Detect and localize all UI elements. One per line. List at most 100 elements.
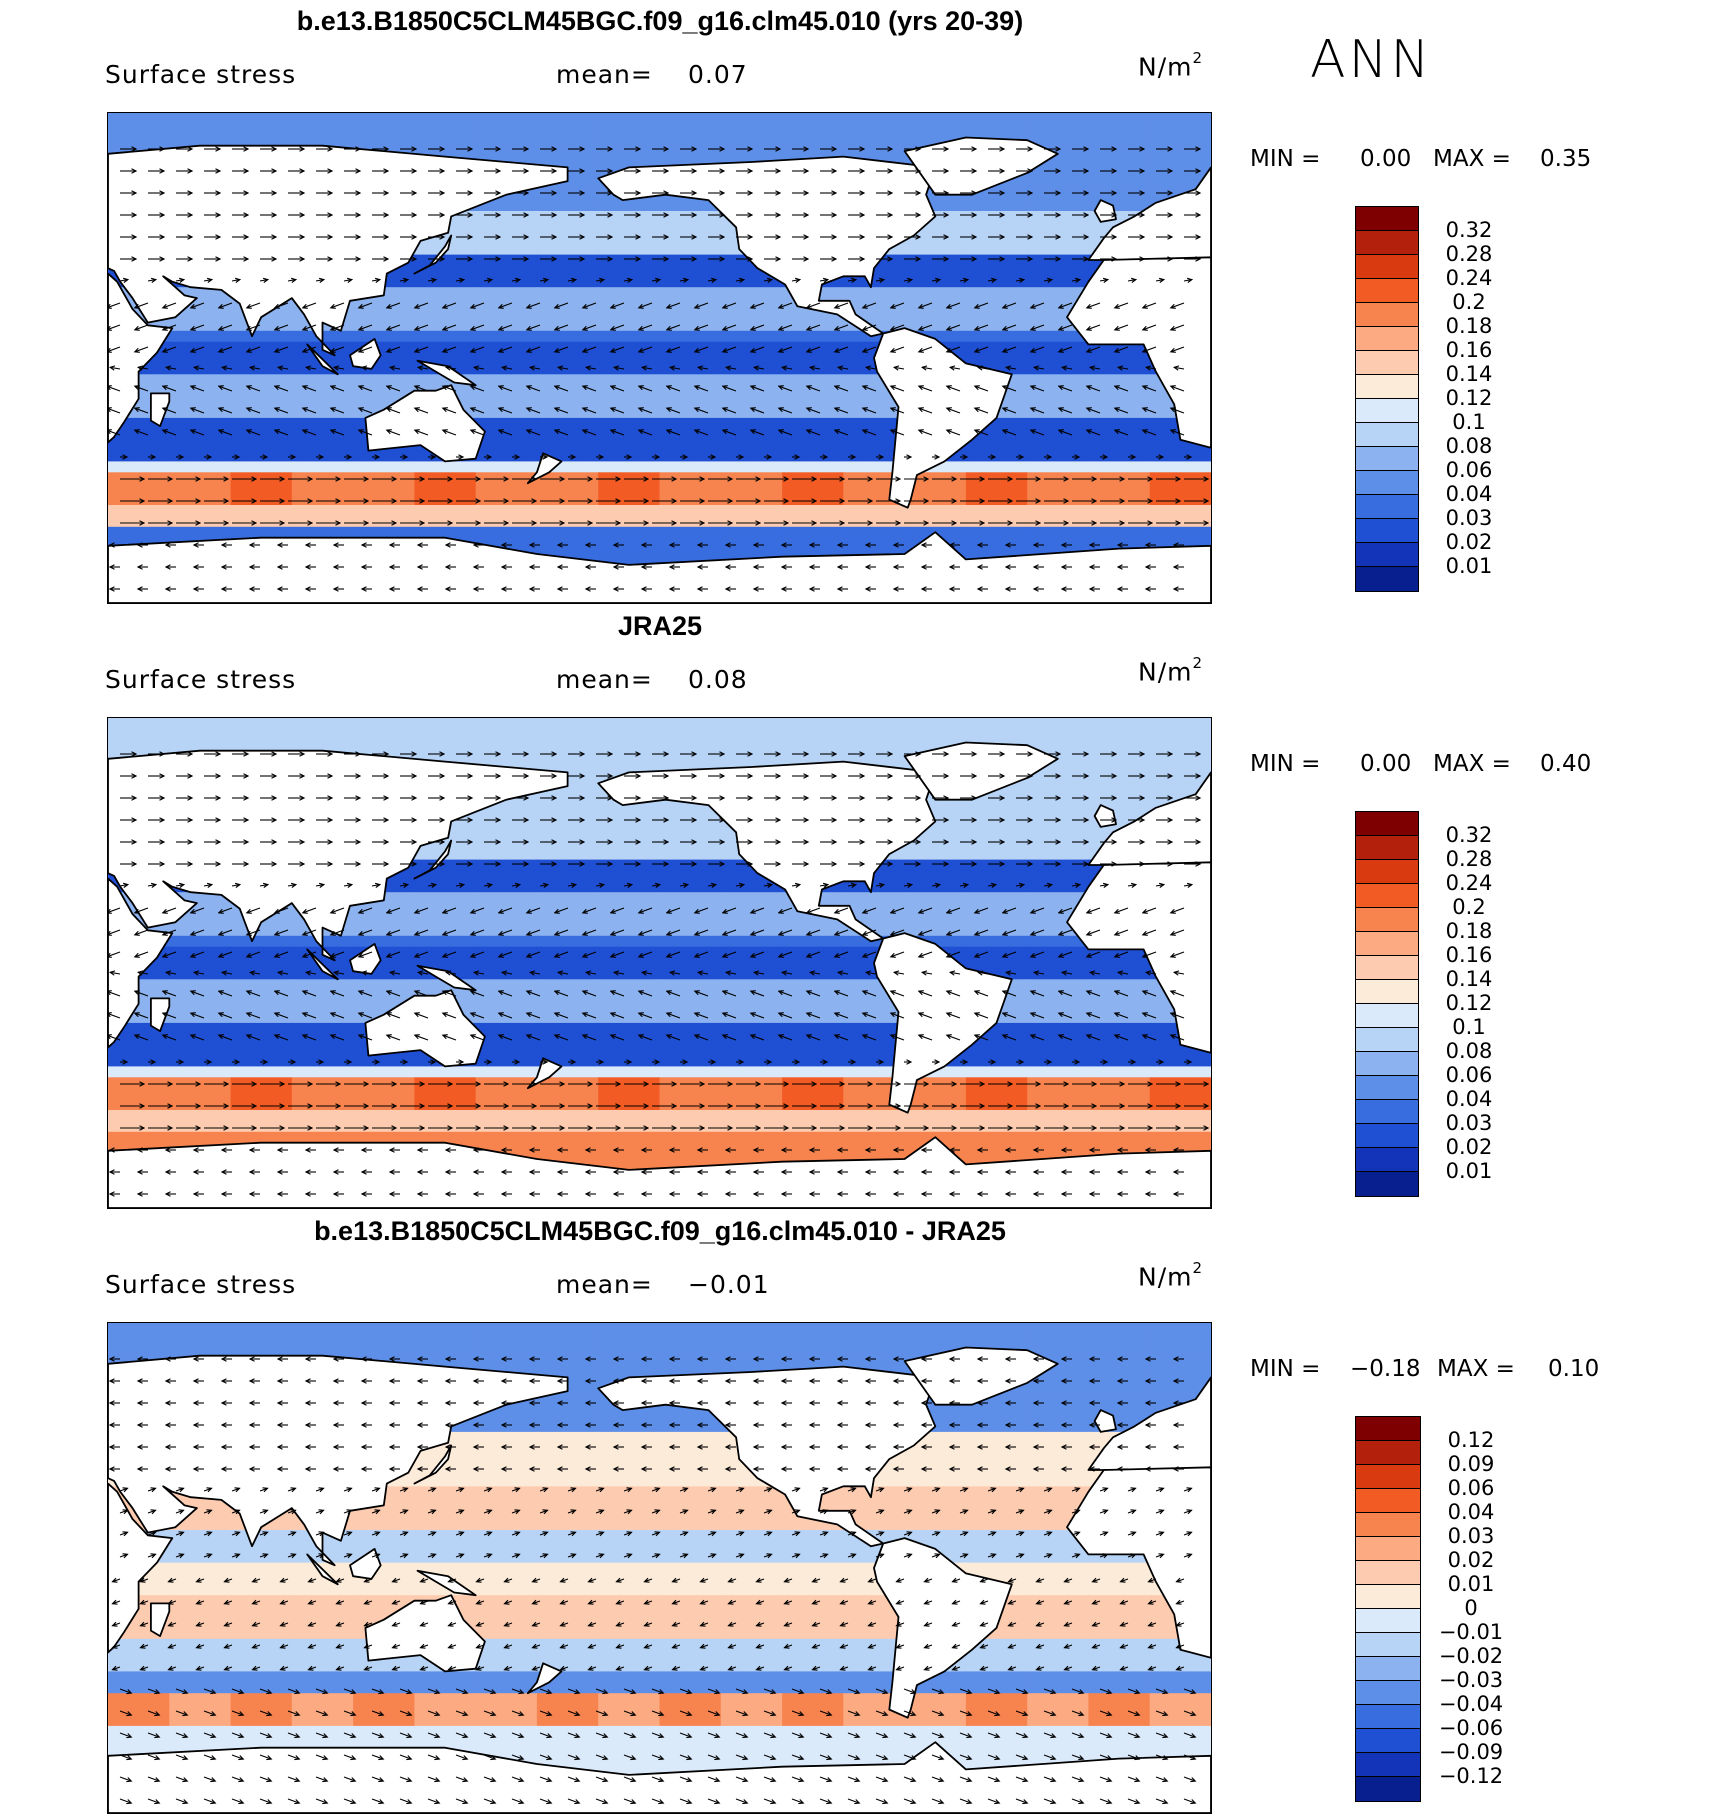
stress-vector-head xyxy=(290,277,298,283)
stress-vector-head xyxy=(1169,303,1176,309)
stress-vector-head xyxy=(243,751,250,757)
stress-vector-head xyxy=(607,861,614,867)
stress-vector-head xyxy=(217,407,224,413)
field-cell xyxy=(598,319,661,332)
field-cell xyxy=(414,515,477,528)
field-cell xyxy=(353,1110,415,1122)
stress-vector-head xyxy=(1085,429,1092,435)
stress-vector-head xyxy=(747,795,754,801)
stress-vector-head xyxy=(581,325,588,331)
stress-vector-head xyxy=(161,1012,168,1018)
stress-vector-head xyxy=(1083,751,1090,757)
stress-vector-head xyxy=(551,751,558,757)
stress-vector-head xyxy=(948,564,955,570)
field-cell xyxy=(353,1099,415,1111)
stress-vector xyxy=(134,346,149,353)
stress-vector-head xyxy=(579,795,586,801)
stress-vector xyxy=(302,1034,317,1041)
coastline-newguinea xyxy=(416,359,477,387)
stress-vector-head xyxy=(1007,1081,1014,1087)
stress-vector-head xyxy=(1167,256,1174,262)
stress-vector-head xyxy=(357,303,364,309)
field-cell xyxy=(720,728,783,741)
stress-vector-head xyxy=(514,882,522,888)
stress-vector-head xyxy=(1195,234,1202,240)
stress-vector xyxy=(386,1034,401,1041)
field-cell xyxy=(965,892,1028,904)
stress-vector-head xyxy=(1027,751,1034,757)
field-cell xyxy=(965,1077,1028,1089)
stress-vector-head xyxy=(850,882,858,888)
stress-vector xyxy=(274,1034,289,1041)
field-cell xyxy=(843,881,906,893)
stress-vector-head xyxy=(497,325,504,331)
stress-vector-head xyxy=(727,1081,734,1087)
field-cell xyxy=(353,352,415,365)
field-cell xyxy=(536,826,599,839)
field-cell xyxy=(782,330,844,343)
stress-vector-head xyxy=(276,970,284,976)
stress-vector-head xyxy=(859,795,866,801)
stress-vector-head xyxy=(581,385,588,391)
stress-vector-head xyxy=(1141,407,1148,413)
stress-vector-head xyxy=(945,407,952,413)
stress-vector-head xyxy=(1091,1081,1098,1087)
field-cell xyxy=(1027,472,1090,484)
stress-vector-head xyxy=(691,817,698,823)
stress-vector-head xyxy=(178,882,186,888)
stress-vector-head xyxy=(329,1012,336,1018)
colorbar-tick-label: 0.03 xyxy=(1445,506,1493,530)
stress-vector-head xyxy=(920,365,928,371)
stress-vector-head xyxy=(979,498,986,504)
stress-vector-head xyxy=(164,564,171,570)
stress-vector-head xyxy=(1057,325,1064,331)
stress-vector-head xyxy=(892,1169,899,1175)
stress-vector-head xyxy=(637,385,644,391)
stress-vector xyxy=(974,407,989,414)
stress-vector-head xyxy=(699,1081,706,1087)
stress-vector-head xyxy=(808,1191,815,1197)
field-cell xyxy=(782,145,844,158)
stress-vector-head xyxy=(612,1191,619,1197)
field-cell xyxy=(843,718,906,730)
field-cell xyxy=(843,472,906,484)
field-cell xyxy=(904,309,967,321)
field-cell xyxy=(782,483,844,495)
stress-vector-head xyxy=(780,586,787,592)
stress-vector-head xyxy=(906,454,913,460)
field-cell xyxy=(230,1001,293,1013)
stress-vector xyxy=(414,385,429,392)
stress-vector-head xyxy=(976,542,983,548)
stress-vector-head xyxy=(727,1125,734,1131)
field-cell xyxy=(965,319,1028,332)
field-cell xyxy=(291,1099,354,1111)
stress-vector-head xyxy=(999,190,1006,196)
stress-vector-head xyxy=(635,773,642,779)
stress-vector-head xyxy=(1027,212,1034,218)
colorbar-swatch xyxy=(1355,907,1419,933)
field-cell xyxy=(965,341,1028,354)
stress-vector xyxy=(302,324,317,331)
stress-vector-head xyxy=(1060,1191,1067,1197)
stress-vector-head xyxy=(1158,882,1166,888)
stress-vector-head xyxy=(1167,234,1174,240)
field-cell xyxy=(598,805,661,817)
field-cell xyxy=(598,145,661,158)
stress-vector-head xyxy=(691,190,698,196)
stress-vector-head xyxy=(1088,970,1096,976)
field-cell xyxy=(659,1077,722,1089)
field-cell xyxy=(169,1131,232,1144)
field-cell xyxy=(108,739,170,752)
stress-vector-head xyxy=(497,347,504,353)
stress-vector-head xyxy=(579,773,586,779)
stress-vector-head xyxy=(467,839,474,845)
stress-vector xyxy=(442,929,457,936)
stress-vector-head xyxy=(441,303,448,309)
stress-vector xyxy=(190,990,205,997)
stress-vector xyxy=(302,1012,317,1019)
field-cell xyxy=(904,494,967,506)
field-cell xyxy=(1088,968,1151,980)
stress-vector xyxy=(147,279,156,282)
field-cell xyxy=(1149,515,1211,528)
stress-vector-head xyxy=(822,1059,829,1065)
